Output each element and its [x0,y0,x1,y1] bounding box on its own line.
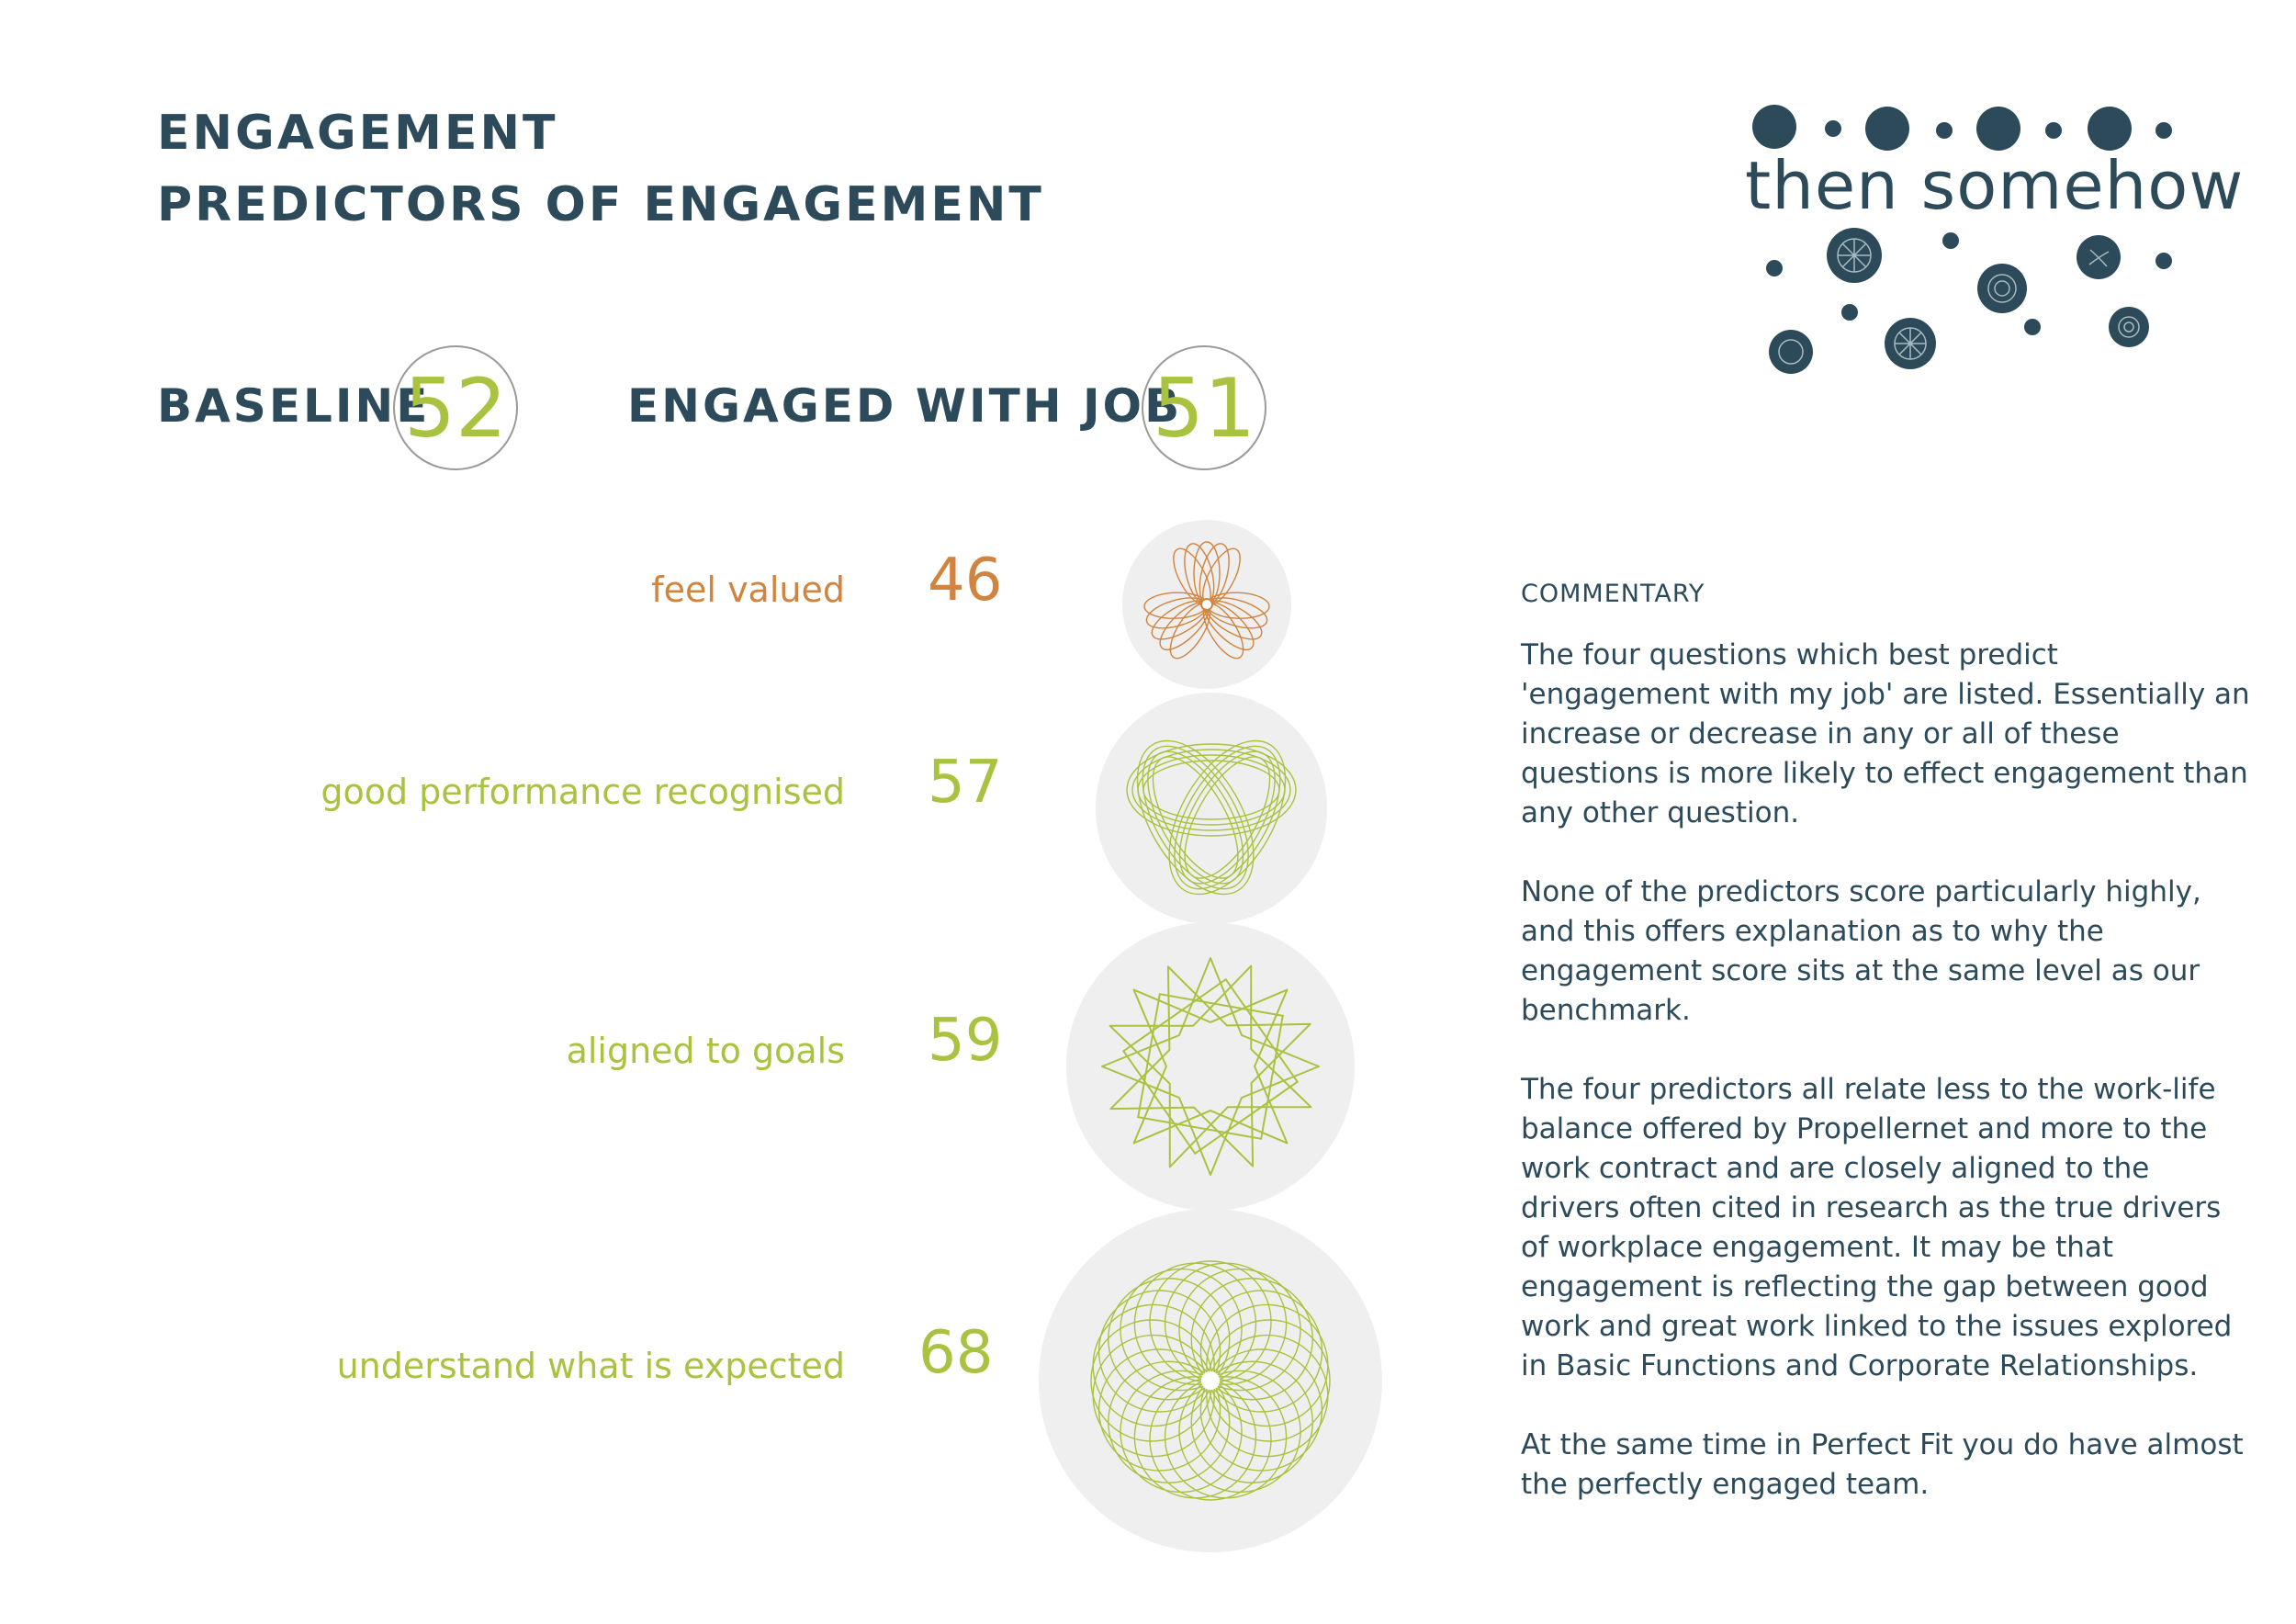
logo: then somehow [1727,92,2243,386]
triple-loop-spirograph-icon [1126,739,1297,896]
baseline-label: BASELINE [157,379,431,433]
engaged-label: ENGAGED WITH JOB [627,379,1183,433]
baseline-score: 52 [393,345,518,470]
trefoil-spirograph-icon [1143,541,1270,660]
page-subtitle: PREDICTORS OF ENGAGEMENT [157,177,1044,232]
predictor-label-good-performance: good performance recognised [321,772,845,812]
predictor-disc-feel-valued [1122,520,1291,689]
logo-dots-graphic [1752,105,2172,374]
commentary-paragraph: The four questions which best predict 'e… [1521,638,2250,829]
commentary-body: The four questions which best predict 'e… [1521,636,2256,1505]
predictor-value-understand-expected: 68 [918,1319,994,1387]
star-spirograph-icon [1101,957,1320,1176]
predictor-disc-good-performance [1096,693,1327,924]
commentary-paragraph: At the same time in Perfect Fit you do h… [1521,1428,2244,1501]
page-title: ENGAGEMENT [157,106,558,161]
predictor-label-understand-expected: understand what is expected [336,1346,845,1386]
rosette-spirograph-icon [1090,1260,1331,1501]
logo-text: then somehow [1745,147,2245,224]
commentary-heading: COMMENTARY [1521,580,1705,608]
predictor-value-aligned-to-goals: 59 [928,1007,1003,1075]
commentary-paragraph: None of the predictors score particularl… [1521,875,2201,1027]
predictor-value-feel-valued: 46 [928,547,1003,615]
predictor-disc-understand-expected [1039,1209,1382,1552]
predictor-label-aligned-to-goals: aligned to goals [566,1031,845,1071]
predictor-label-feel-valued: feel valued [651,570,845,610]
predictor-value-good-performance: 57 [928,749,1003,817]
engaged-score: 51 [1142,345,1266,470]
predictor-disc-aligned-to-goals [1066,922,1355,1211]
commentary-paragraph: The four predictors all relate less to t… [1521,1073,2233,1382]
